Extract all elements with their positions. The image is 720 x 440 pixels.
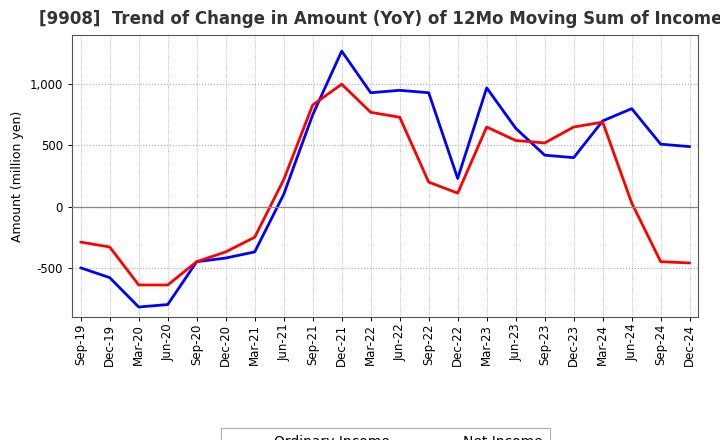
Net Income: [511, 138, 520, 143]
Net Income: [279, 177, 288, 182]
Ordinary Income: [482, 85, 491, 91]
Ordinary Income: [570, 155, 578, 160]
Net Income: [338, 81, 346, 87]
Net Income: [657, 259, 665, 264]
Net Income: [454, 191, 462, 196]
Ordinary Income: [279, 192, 288, 197]
Ordinary Income: [657, 142, 665, 147]
Net Income: [192, 259, 201, 264]
Ordinary Income: [192, 259, 201, 264]
Ordinary Income: [366, 90, 375, 95]
Net Income: [76, 239, 85, 245]
Ordinary Income: [454, 176, 462, 181]
Net Income: [308, 103, 317, 108]
Net Income: [163, 282, 172, 288]
Ordinary Income: [395, 88, 404, 93]
Ordinary Income: [163, 302, 172, 307]
Net Income: [251, 235, 259, 240]
Net Income: [685, 260, 694, 266]
Ordinary Income: [251, 249, 259, 255]
Net Income: [395, 114, 404, 120]
Ordinary Income: [76, 265, 85, 271]
Y-axis label: Amount (million yen): Amount (million yen): [11, 110, 24, 242]
Net Income: [366, 110, 375, 115]
Ordinary Income: [541, 153, 549, 158]
Net Income: [105, 244, 114, 249]
Ordinary Income: [511, 125, 520, 131]
Line: Net Income: Net Income: [81, 84, 690, 285]
Line: Ordinary Income: Ordinary Income: [81, 51, 690, 307]
Ordinary Income: [308, 112, 317, 117]
Net Income: [221, 249, 230, 255]
Legend: Ordinary Income, Net Income: Ordinary Income, Net Income: [221, 429, 549, 440]
Title: [9908]  Trend of Change in Amount (YoY) of 12Mo Moving Sum of Incomes: [9908] Trend of Change in Amount (YoY) o…: [38, 10, 720, 28]
Net Income: [627, 200, 636, 205]
Ordinary Income: [338, 48, 346, 54]
Ordinary Income: [221, 255, 230, 260]
Ordinary Income: [105, 275, 114, 280]
Net Income: [482, 125, 491, 130]
Ordinary Income: [135, 304, 143, 310]
Ordinary Income: [424, 90, 433, 95]
Net Income: [570, 125, 578, 130]
Ordinary Income: [627, 106, 636, 111]
Net Income: [424, 180, 433, 185]
Ordinary Income: [685, 144, 694, 149]
Net Income: [135, 282, 143, 288]
Ordinary Income: [598, 118, 607, 124]
Net Income: [598, 120, 607, 125]
Net Income: [541, 140, 549, 146]
